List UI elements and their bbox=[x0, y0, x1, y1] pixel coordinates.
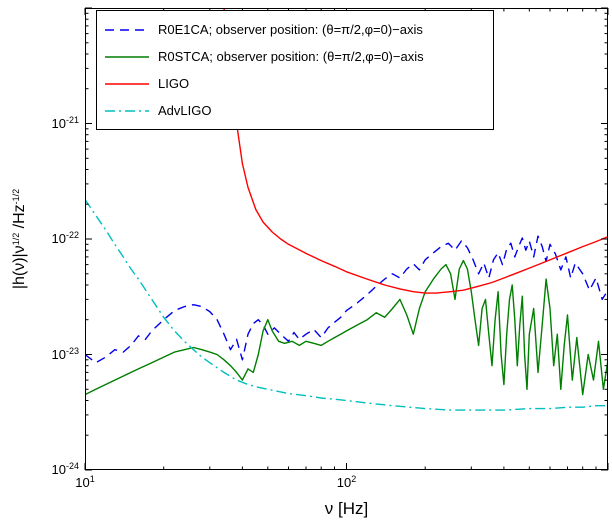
series-curves bbox=[85, 8, 608, 411]
y-axis-label: |h(ν)|ν1/2 /Hz-1/2 bbox=[11, 188, 28, 290]
legend-item-advligo: AdvLIGO bbox=[105, 97, 485, 124]
legend-item-r0e1ca: R0E1CA; observer position: (θ=π/2,φ=0)−a… bbox=[105, 16, 485, 43]
legend-line-sample-solid-green bbox=[105, 55, 149, 58]
legend-line-sample-solid-red bbox=[105, 82, 149, 85]
axis-ticks bbox=[84, 7, 609, 471]
curve-ligo bbox=[223, 8, 608, 294]
y-tick-label: 10-21 bbox=[51, 114, 79, 131]
legend-label: LIGO bbox=[158, 76, 190, 91]
legend-item-ligo: LIGO bbox=[105, 70, 485, 97]
y-axis-label-exponent: -1/2 bbox=[11, 188, 21, 205]
y-tick-label: 10-23 bbox=[51, 345, 79, 362]
y-axis-label-exponent: 1/2 bbox=[11, 232, 21, 246]
legend-label: AdvLIGO bbox=[158, 103, 212, 118]
x-axis-label: ν [Hz] bbox=[324, 499, 369, 518]
curve-advligo bbox=[85, 199, 608, 411]
legend-line-sample-dashdot-cyan bbox=[105, 109, 149, 112]
legend-box: R0E1CA; observer position: (θ=π/2,φ=0)−a… bbox=[96, 10, 494, 130]
y-tick-label: 10-24 bbox=[51, 461, 79, 477]
curve-r0stca bbox=[85, 259, 608, 396]
x-tick-label: 101 bbox=[75, 474, 95, 490]
legend-label: R0STCA; observer position: (θ=π/2,φ=0)−a… bbox=[158, 49, 424, 64]
x-tick-label: 102 bbox=[336, 474, 357, 490]
legend-line-sample-dashed-blue bbox=[105, 28, 149, 31]
legend-label: R0E1CA; observer position: (θ=π/2,φ=0)−a… bbox=[158, 22, 423, 37]
y-tick-label: 10-22 bbox=[51, 230, 79, 246]
legend-item-r0stca: R0STCA; observer position: (θ=π/2,φ=0)−a… bbox=[105, 43, 485, 70]
